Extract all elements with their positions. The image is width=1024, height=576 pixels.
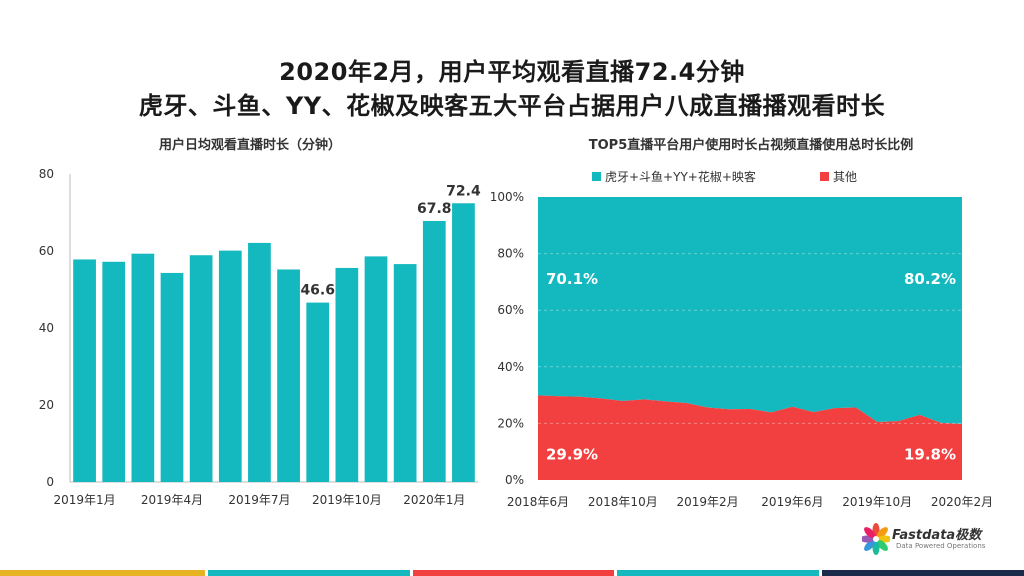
bar (422, 220, 446, 482)
area-data-label: 29.9% (546, 445, 598, 463)
area-data-label: 70.1% (546, 270, 598, 288)
bar-y-tick-label: 20 (39, 398, 54, 412)
page-title-line1: 2020年2月，用户平均观看直播72.4分钟 (279, 58, 745, 86)
bar-chart-title: 用户日均观看直播时长（分钟） (158, 138, 341, 153)
bar (218, 250, 242, 482)
bar (393, 264, 417, 482)
logo-tagline: Data Powered Operations (896, 542, 986, 550)
bar-data-label: 67.8 (417, 201, 452, 217)
bar-data-label: 46.6 (300, 283, 335, 299)
area-data-label: 19.8% (904, 445, 956, 463)
area-y-tick-label: 20% (497, 416, 524, 430)
flower-logo-icon (862, 523, 890, 555)
legend-swatch-top5 (592, 172, 601, 181)
area-y-tick-label: 40% (497, 360, 524, 374)
area-y-tick-label: 100% (490, 190, 524, 204)
area-x-tick-label: 2018年10月 (588, 495, 658, 509)
bar-y-tick-label: 40 (39, 321, 54, 335)
bar-x-tick-label: 2020年1月 (403, 493, 465, 507)
logo-name: Fastdata极数 (892, 528, 982, 543)
area-x-tick-label: 2019年2月 (677, 495, 739, 509)
area-y-tick-label: 80% (497, 247, 524, 261)
footer-strip (207, 570, 410, 576)
area-x-tick-label: 2018年6月 (507, 495, 569, 509)
footer-strip (617, 570, 820, 576)
area-chart-title: TOP5直播平台用户使用时长占视频直播使用总时长比例 (588, 138, 914, 153)
area-x-tick-label: 2019年6月 (761, 495, 823, 509)
bar (160, 272, 184, 482)
bar (452, 203, 475, 482)
footer-strip (822, 570, 1024, 576)
bar (189, 255, 213, 482)
legend-swatch-other (820, 172, 829, 181)
bar-x-tick-label: 2019年1月 (53, 493, 115, 507)
bar (102, 261, 126, 482)
bar-x-tick-label: 2019年7月 (228, 493, 290, 507)
bar-data-label: 72.4 (446, 183, 481, 199)
legend-label-top5: 虎牙+斗鱼+YY+花椒+映客 (605, 169, 756, 184)
bar-x-tick-label: 2019年4月 (141, 493, 203, 507)
bar (364, 256, 388, 482)
bar (73, 259, 96, 482)
area-series-top5 (538, 197, 962, 424)
area-y-tick-label: 60% (497, 303, 524, 317)
page-title-line2: 虎牙、斗鱼、YY、花椒及映客五大平台占据用户八成直播播观看时长 (138, 92, 886, 120)
bar (131, 253, 155, 482)
bar-y-tick-label: 0 (46, 475, 54, 489)
area-x-tick-label: 2019年10月 (842, 495, 912, 509)
bar (277, 269, 300, 482)
legend-label-other: 其他 (833, 170, 857, 184)
area-x-tick-label: 2020年2月 (931, 495, 993, 509)
area-data-label: 80.2% (904, 270, 956, 288)
footer-strip (412, 570, 615, 576)
bar (248, 242, 271, 482)
bar-x-tick-label: 2019年10月 (312, 493, 382, 507)
fastdata-logo: Fastdata极数 Data Powered Operations (862, 521, 992, 561)
bar (335, 267, 359, 482)
area-series-other (538, 395, 962, 480)
bar-y-tick-label: 80 (39, 167, 54, 181)
footer-strip (0, 570, 205, 576)
bar (306, 302, 330, 482)
bar-y-tick-label: 60 (39, 244, 54, 258)
area-y-tick-label: 0% (505, 473, 524, 487)
